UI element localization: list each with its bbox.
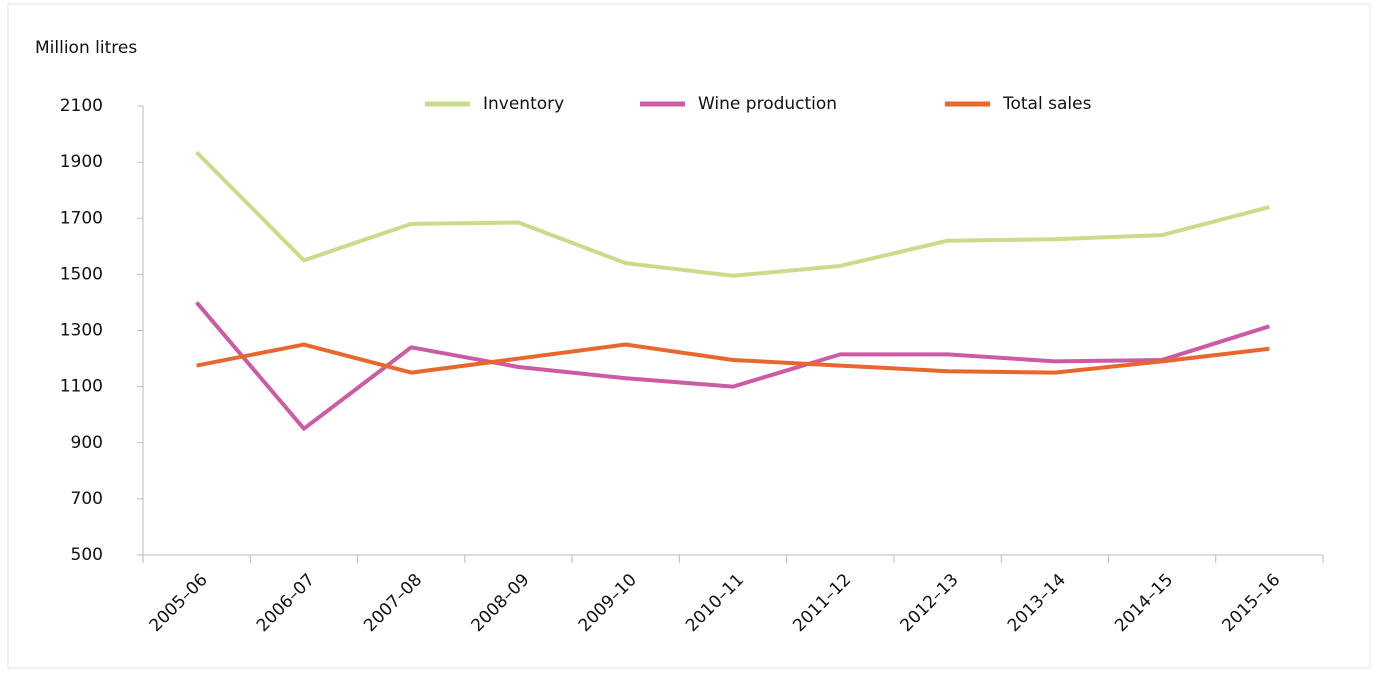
y-tick-label: 1500 [60, 264, 103, 284]
y-tick-label: 1700 [60, 208, 103, 228]
legend-label: Inventory [483, 94, 564, 114]
y-tick-label: 700 [71, 489, 103, 509]
y-axis-label: Million litres [35, 38, 137, 58]
y-tick-label: 1900 [60, 152, 103, 172]
series-line [196, 342, 1270, 375]
y-tick-label: 1100 [60, 377, 103, 397]
legend-label: Wine production [698, 94, 837, 114]
legend-label: Total sales [1002, 94, 1092, 114]
series-line [195, 301, 1270, 431]
y-tick-label: 500 [71, 545, 103, 565]
y-tick-label: 2100 [60, 96, 103, 116]
y-tick-label: 1300 [60, 321, 103, 341]
chart-frame [7, 3, 1371, 669]
y-tick-label: 900 [71, 433, 103, 453]
series-line [195, 150, 1270, 278]
